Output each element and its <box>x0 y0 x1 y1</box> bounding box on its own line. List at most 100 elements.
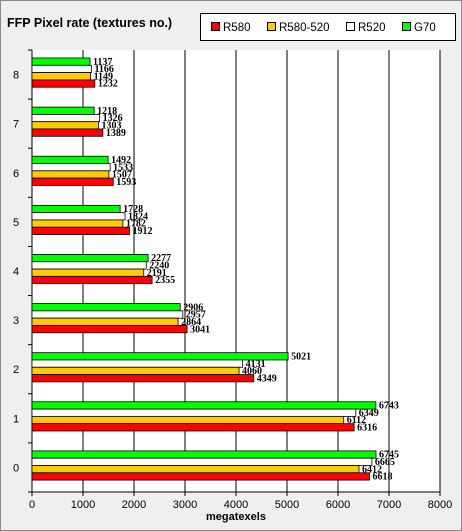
bar-g70 <box>31 401 377 410</box>
data-label: 1824 <box>128 211 148 222</box>
data-label: 2957 <box>186 310 206 321</box>
data-label: 4349 <box>257 373 277 384</box>
legend-item-r520: R520 <box>346 22 386 34</box>
legend-item-g70: G70 <box>402 22 436 34</box>
data-label: 2240 <box>149 261 169 272</box>
legend-swatch-g70 <box>402 22 411 32</box>
bar-r520 <box>31 310 184 319</box>
data-label: 6349 <box>359 408 379 419</box>
data-label: 2864 <box>181 317 201 328</box>
x-tick-label: 4000 <box>224 499 248 511</box>
data-label: 1326 <box>103 113 123 124</box>
data-label: 2191 <box>147 268 167 279</box>
bar-g70 <box>31 106 95 115</box>
data-label: 1782 <box>126 219 146 230</box>
bar-r580 <box>31 423 355 432</box>
x-tick-label: 7000 <box>377 499 401 511</box>
y-tick-label: 7 <box>13 119 19 131</box>
bar-g70 <box>31 204 121 214</box>
data-label: 2277 <box>151 253 171 264</box>
y-tick-label: 4 <box>13 266 19 278</box>
data-label: 4131 <box>246 359 266 370</box>
data-label: 1149 <box>94 71 113 82</box>
data-label: 1389 <box>106 128 126 139</box>
data-label: 1303 <box>101 121 121 132</box>
data-label: 1232 <box>98 79 118 90</box>
bar-r580-520 <box>31 268 145 277</box>
bar-g70 <box>31 254 149 263</box>
x-tick-label: 6000 <box>326 499 350 511</box>
x-tick-label: 2000 <box>122 499 146 511</box>
data-label: 1593 <box>116 177 136 188</box>
data-label: 1533 <box>113 162 133 173</box>
bar-r520 <box>31 408 357 417</box>
bar-g70 <box>31 303 181 312</box>
legend-label-r580-520: R580-520 <box>279 22 330 34</box>
x-tick-label: 0 <box>29 499 35 511</box>
data-label: 1166 <box>94 64 113 75</box>
data-label: 3041 <box>190 324 210 335</box>
chart-title: FFP Pixel rate (textures no.) <box>7 16 173 30</box>
bar-r520 <box>31 359 244 368</box>
bar-r580-520 <box>31 317 179 326</box>
data-label: 1912 <box>133 226 153 237</box>
data-label: 1218 <box>97 106 117 117</box>
y-tick-label: 6 <box>13 168 19 180</box>
data-label: 6112 <box>347 415 366 426</box>
bar-r580 <box>31 128 104 137</box>
data-label: 6412 <box>362 464 382 475</box>
y-tick-label: 5 <box>13 217 19 229</box>
bar-r580-520 <box>31 121 99 130</box>
bar-r580 <box>31 472 370 481</box>
legend-item-r580: R580 <box>211 22 251 34</box>
bar-r580 <box>31 374 255 383</box>
bar-r580-520 <box>31 415 345 425</box>
bar-r520 <box>31 114 101 123</box>
x-tick-label: 1000 <box>71 499 95 511</box>
data-label: 6743 <box>379 401 399 412</box>
legend-label-r580: R580 <box>223 22 251 34</box>
bar-g70 <box>31 450 377 459</box>
y-tick-label: 2 <box>13 364 19 376</box>
y-tick-label: 3 <box>13 315 19 327</box>
bar-g70 <box>31 155 109 164</box>
legend-label-g70: G70 <box>414 22 436 34</box>
data-label: 6665 <box>375 457 395 468</box>
bar-r580-520 <box>31 170 110 179</box>
data-label: 2906 <box>183 302 203 313</box>
bar-r520 <box>31 457 373 466</box>
legend-label-r520: R520 <box>358 22 386 34</box>
bar-r520 <box>31 261 147 270</box>
bar-r580-520 <box>31 219 124 228</box>
bar-r580-520 <box>31 72 91 81</box>
data-label: 4060 <box>242 366 262 377</box>
x-axis-title: megatexels <box>206 511 266 523</box>
data-label: 6316 <box>357 422 377 433</box>
bar-r580 <box>31 79 96 88</box>
data-label: 6745 <box>379 450 399 461</box>
data-label: 6618 <box>373 472 393 483</box>
bar-r580 <box>31 226 130 235</box>
bar-r580-520 <box>31 465 360 474</box>
x-tick-label: 3000 <box>173 499 197 511</box>
bar-r580-520 <box>31 366 240 375</box>
data-label: 2355 <box>155 275 175 286</box>
data-label: 1492 <box>111 155 131 166</box>
data-label: 5021 <box>291 351 311 362</box>
y-tick-label: 0 <box>13 462 19 474</box>
legend-item-r580-520: R580-520 <box>267 22 330 34</box>
bar-r520 <box>31 163 111 172</box>
legend-swatch-r580 <box>211 22 220 32</box>
data-label: 1728 <box>123 204 143 215</box>
legend: R580 R580-520 R520 G70 <box>200 13 456 41</box>
y-tick-label: 1 <box>13 413 19 425</box>
bar-r580 <box>31 325 188 334</box>
data-label: 1137 <box>93 57 112 68</box>
x-tick-label: 8000 <box>428 499 452 511</box>
x-tick-label: 5000 <box>275 499 299 511</box>
bar-r580 <box>31 275 153 285</box>
legend-swatch-r520 <box>346 22 355 32</box>
bar-g70 <box>31 57 91 66</box>
